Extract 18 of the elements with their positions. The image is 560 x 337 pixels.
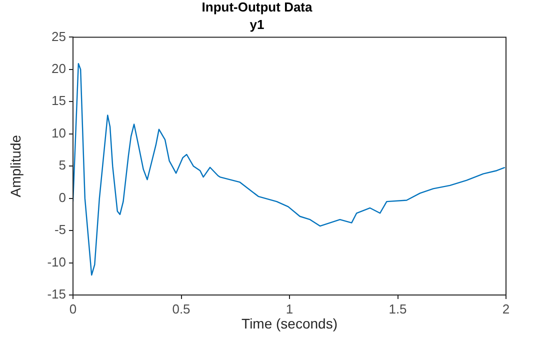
x-tick-label: 1 (286, 301, 294, 316)
x-axis-title: Time (seconds) (242, 315, 338, 332)
x-tick-label: 0.5 (172, 301, 190, 316)
y-tick-label: 15 (52, 93, 66, 108)
y-tick-label: 0 (58, 190, 66, 205)
y-axis-title: Amplitude (7, 134, 24, 198)
x-tick-label: 2 (502, 301, 510, 316)
y-tick-label: -10 (47, 254, 66, 270)
y-tick-label: 10 (52, 125, 66, 140)
y-tick-label: -15 (47, 286, 66, 302)
y-tick-label: 20 (52, 61, 66, 76)
y-tick-label: -5 (54, 222, 66, 238)
y-tick-label: 5 (58, 158, 66, 173)
chart-title: Input-Output Data (202, 0, 313, 14)
chart-subtitle: y1 (250, 16, 264, 32)
x-tick-label: 1.5 (388, 301, 407, 316)
y-tick-label: 25 (52, 28, 66, 44)
x-tick-label: 0 (69, 301, 77, 316)
